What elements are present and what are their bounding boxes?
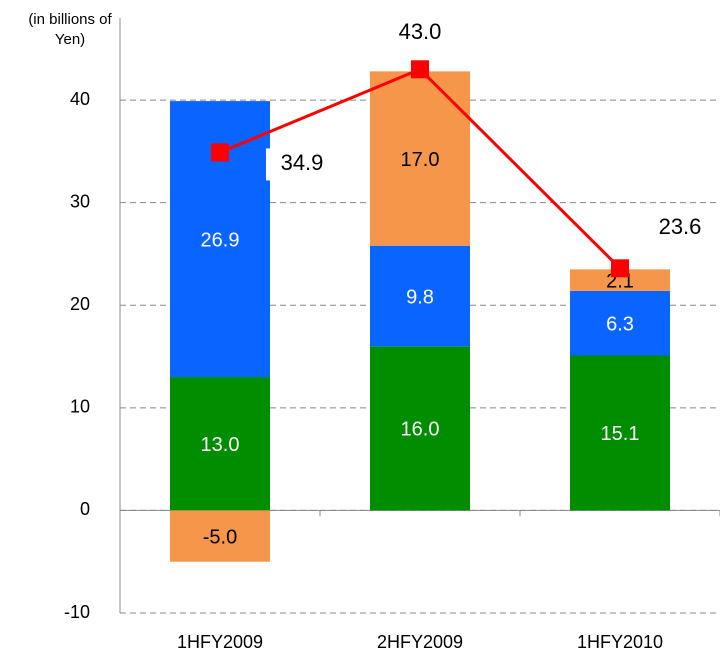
y-axis-label: Yen) — [55, 31, 85, 48]
x-tick-label: 1HFY2009 — [177, 632, 263, 652]
bar-value-label: 13.0 — [201, 434, 240, 456]
bar-value-label: 17.0 — [401, 149, 440, 171]
bar-segment — [370, 346, 470, 511]
bar-value-label: 16.0 — [401, 419, 440, 441]
total-marker — [611, 259, 629, 278]
y-tick-label: 40 — [70, 89, 90, 109]
bar-segment — [570, 355, 670, 511]
bar-value-label: 15.1 — [601, 423, 640, 445]
y-tick-label: 0 — [80, 499, 90, 519]
x-tick-label: 1HFY2010 — [577, 632, 663, 652]
y-tick-label: 10 — [70, 397, 90, 417]
x-tick-label: 2HFY2009 — [377, 632, 463, 652]
total-marker — [411, 60, 429, 79]
y-tick-label: 20 — [70, 294, 90, 314]
bar-segment — [170, 510, 270, 562]
bar-segment — [570, 269, 670, 291]
bar-value-label: 9.8 — [406, 286, 434, 308]
total-marker — [211, 143, 229, 162]
bar-value-label: -5.0 — [203, 526, 237, 548]
bar-segment — [170, 377, 270, 511]
total-value-label: 34.9 — [281, 150, 324, 175]
bar-value-label: 6.3 — [606, 313, 634, 335]
y-tick-label: 30 — [70, 191, 90, 211]
label-bg — [266, 148, 338, 181]
y-tick-label: -10 — [64, 602, 90, 622]
bar-segment — [370, 245, 470, 347]
bar-value-label: 26.9 — [201, 229, 240, 251]
bar-segment — [570, 290, 670, 356]
total-value-label: 43.0 — [399, 19, 442, 44]
total-value-label: 23.6 — [659, 214, 702, 239]
y-axis-label: (in billions of — [28, 11, 112, 28]
